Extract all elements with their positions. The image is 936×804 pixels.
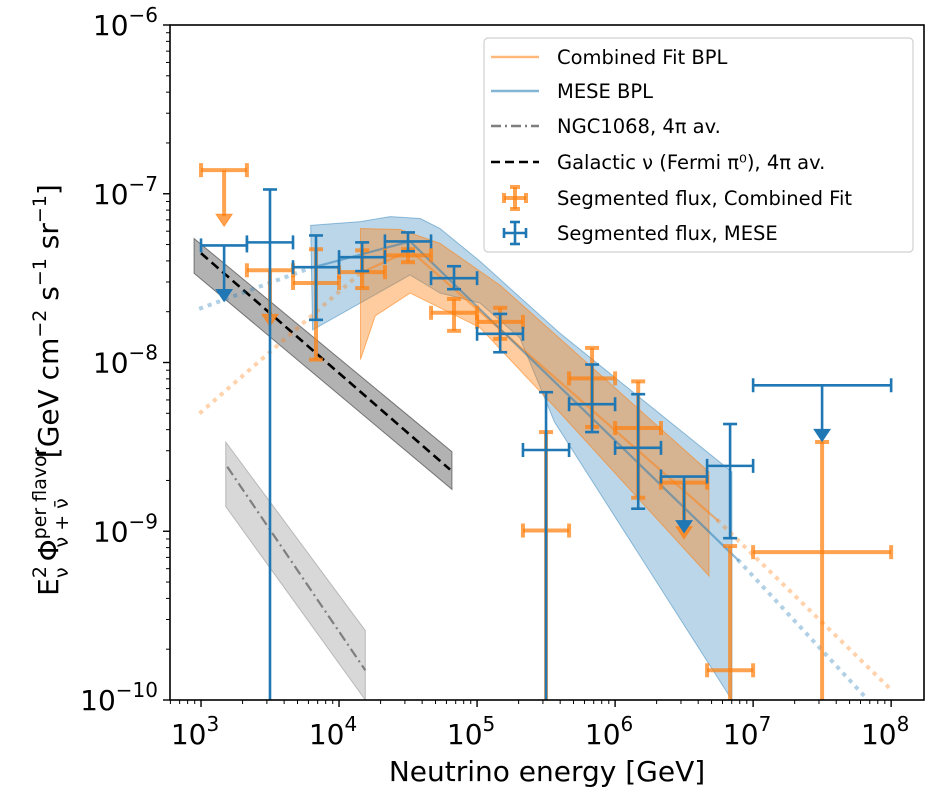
mese-point (475, 312, 525, 354)
x-tick-label: 105 (447, 712, 495, 751)
mese-point (613, 392, 663, 511)
y-tick-label: 10−9 (93, 509, 158, 548)
y-tick-label: 10−10 (80, 678, 158, 717)
x-tick-label: 103 (171, 712, 219, 751)
legend: Combined Fit BPL MESE BPL NGC1068, 4π av. G… (483, 37, 914, 253)
x-axis-label: Neutrino energy [GeV] (389, 755, 705, 788)
mese-point (291, 234, 341, 322)
x-tick-label: 108 (861, 712, 909, 751)
y-tick-label: 10−7 (93, 172, 158, 211)
combined-point (429, 296, 480, 333)
legend-label: Segmented flux, Combined Fit (557, 187, 852, 210)
mese-point-arrow (215, 289, 234, 303)
legend-marker-errorbar (502, 220, 528, 246)
x-tick-label: 106 (585, 712, 633, 751)
legend-label: NGC1068, 4π av. (557, 115, 721, 138)
y-tick-label: 10−8 (93, 341, 158, 380)
ngc1068-band (225, 440, 366, 700)
combined-bpl-extrapolation-low (198, 270, 364, 415)
mese-bpl-extrapolation-high (736, 558, 871, 700)
combined-point (751, 439, 894, 700)
ngc1068-line (226, 466, 367, 671)
mese-point (245, 188, 295, 700)
legend-label: MESE BPL (557, 80, 653, 103)
legend-box (483, 37, 914, 253)
mese-point-arrow (813, 428, 832, 443)
combined-point (199, 163, 249, 228)
mese-point (383, 231, 433, 253)
legend-marker-errorbar (502, 185, 528, 211)
galactic-line (200, 252, 451, 471)
mese-point (429, 264, 479, 291)
mese-point-arrow (675, 520, 693, 534)
mese-point (521, 390, 571, 700)
combined-point (705, 544, 756, 700)
x-tick-label: 104 (309, 712, 357, 751)
x-tick-label: 107 (723, 712, 771, 751)
legend-label: Galactic ν (Fermi π⁰), 4π av. (557, 151, 825, 174)
legend-label: Segmented flux, MESE (557, 222, 778, 245)
y-tick-label: 10−6 (93, 3, 158, 42)
mese-point (337, 241, 387, 273)
axis-ticks: 103 104 105 106 107 108 10−6 10−7 10−8 10−9 10−10 (80, 3, 909, 751)
combined-bpl-extrapolation-high (715, 518, 894, 693)
mese-point (705, 422, 755, 540)
mese-bpl-extrapolation-low (198, 265, 313, 311)
plot-area (193, 163, 894, 700)
y-axis-label: E2νΦper flavorν + ν̄[GeV cm−2 s−1 sr−1] (29, 184, 73, 596)
combined-point-arrow (215, 213, 234, 228)
galactic-band (193, 237, 453, 491)
mese-point (751, 378, 893, 443)
mese-point (659, 469, 709, 534)
mese-point (567, 363, 617, 434)
combined-bpl-band (359, 228, 710, 578)
legend-label: Combined Fit BPL (557, 46, 727, 69)
